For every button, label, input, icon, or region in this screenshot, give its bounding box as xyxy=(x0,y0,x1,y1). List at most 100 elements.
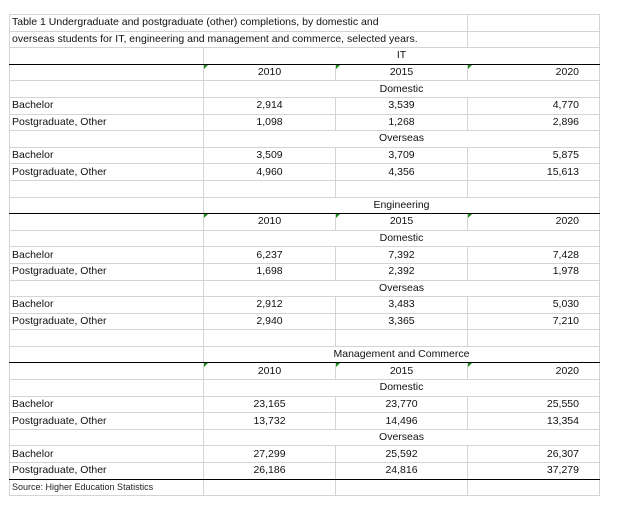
row-label[interactable]: Postgraduate, Other xyxy=(9,262,204,281)
value-cell[interactable]: 2,914 xyxy=(203,96,336,115)
value-cell[interactable]: 23,165 xyxy=(203,395,336,414)
cell[interactable] xyxy=(335,179,468,198)
value-cell[interactable]: 1,698 xyxy=(203,262,336,281)
group-header[interactable]: Domestic xyxy=(203,80,600,98)
cell[interactable] xyxy=(335,329,468,347)
row-label[interactable]: Bachelor xyxy=(9,445,204,464)
year-header[interactable]: 2010 xyxy=(203,213,336,231)
cell[interactable] xyxy=(467,329,600,347)
cell[interactable] xyxy=(9,47,204,65)
cell[interactable] xyxy=(467,179,600,198)
value-cell[interactable]: 15,613 xyxy=(467,163,600,181)
error-indicator-icon xyxy=(204,214,208,219)
year-header[interactable]: 2015 xyxy=(335,362,468,381)
row-label[interactable]: Postgraduate, Other xyxy=(9,412,204,430)
value-cell[interactable]: 13,732 xyxy=(203,412,336,430)
value-cell[interactable]: 1,098 xyxy=(203,113,336,132)
value-cell[interactable]: 1,978 xyxy=(467,262,600,281)
cell[interactable] xyxy=(9,428,204,447)
row-label[interactable]: Postgraduate, Other xyxy=(9,462,204,480)
section-header[interactable]: IT xyxy=(203,47,600,65)
cell[interactable] xyxy=(9,63,204,82)
group-header-row: Domestic xyxy=(9,229,600,248)
group-header[interactable]: Overseas xyxy=(203,428,600,447)
year-header[interactable]: 2020 xyxy=(467,213,600,231)
value-cell[interactable]: 2,912 xyxy=(203,296,336,314)
cell[interactable] xyxy=(9,329,204,347)
cell[interactable] xyxy=(335,478,468,497)
year-header[interactable]: 2015 xyxy=(335,63,468,82)
value-cell[interactable]: 2,940 xyxy=(203,312,336,331)
value-cell[interactable]: 6,237 xyxy=(203,246,336,264)
value-cell[interactable]: 5,875 xyxy=(467,146,600,165)
row-label[interactable]: Postgraduate, Other xyxy=(9,312,204,331)
cell[interactable] xyxy=(9,179,204,198)
cell[interactable] xyxy=(9,80,204,98)
row-label[interactable]: Bachelor xyxy=(9,246,204,264)
cell[interactable] xyxy=(9,345,204,364)
value-cell[interactable]: 25,550 xyxy=(467,395,600,414)
value-cell[interactable]: 14,496 xyxy=(335,412,468,430)
year-header[interactable]: 2020 xyxy=(467,362,600,381)
value-cell[interactable]: 24,816 xyxy=(335,462,468,480)
cell[interactable] xyxy=(9,196,204,215)
year-header[interactable]: 2015 xyxy=(335,213,468,231)
value-cell[interactable]: 3,365 xyxy=(335,312,468,331)
error-indicator-icon xyxy=(468,64,472,69)
row-label[interactable]: Postgraduate, Other xyxy=(9,163,204,181)
value-cell[interactable]: 23,770 xyxy=(335,395,468,414)
section-header-row: Engineering xyxy=(9,196,600,215)
group-header[interactable]: Overseas xyxy=(203,279,600,298)
cell[interactable] xyxy=(9,229,204,248)
group-header-row: Domestic xyxy=(9,379,600,397)
group-header[interactable]: Domestic xyxy=(203,379,600,397)
table-row: Bachelor 3,509 3,709 5,875 xyxy=(9,146,600,165)
table-title-line-2[interactable]: overseas students for IT, engineering an… xyxy=(9,30,468,49)
value-cell[interactable]: 7,392 xyxy=(335,246,468,264)
cell[interactable] xyxy=(9,379,204,397)
value-cell[interactable]: 7,428 xyxy=(467,246,600,264)
year-header[interactable]: 2020 xyxy=(467,63,600,82)
table-title-line-1[interactable]: Table 1 Undergraduate and postgraduate (… xyxy=(9,14,468,32)
row-label[interactable]: Postgraduate, Other xyxy=(9,113,204,132)
cell[interactable] xyxy=(9,362,204,381)
cell[interactable] xyxy=(467,14,600,32)
value-cell[interactable]: 4,960 xyxy=(203,163,336,181)
cell[interactable] xyxy=(9,130,204,148)
value-cell[interactable]: 26,307 xyxy=(467,445,600,464)
group-header[interactable]: Overseas xyxy=(203,130,600,148)
value-cell[interactable]: 4,770 xyxy=(467,96,600,115)
value-cell[interactable]: 4,356 xyxy=(335,163,468,181)
cell[interactable] xyxy=(203,329,336,347)
row-label[interactable]: Bachelor xyxy=(9,146,204,165)
cell[interactable] xyxy=(467,30,600,49)
cell[interactable] xyxy=(203,478,336,497)
value-cell[interactable]: 3,709 xyxy=(335,146,468,165)
value-cell[interactable]: 5,030 xyxy=(467,296,600,314)
year-header[interactable]: 2010 xyxy=(203,362,336,381)
source-note[interactable]: Source: Higher Education Statistics xyxy=(9,478,204,497)
row-label[interactable]: Bachelor xyxy=(9,96,204,115)
section-header[interactable]: Management and Commerce xyxy=(203,345,600,364)
value-cell[interactable]: 3,509 xyxy=(203,146,336,165)
value-cell[interactable]: 3,483 xyxy=(335,296,468,314)
value-cell[interactable]: 2,896 xyxy=(467,113,600,132)
row-label[interactable]: Bachelor xyxy=(9,296,204,314)
value-cell[interactable]: 27,299 xyxy=(203,445,336,464)
value-cell[interactable]: 3,539 xyxy=(335,96,468,115)
year-header[interactable]: 2010 xyxy=(203,63,336,82)
group-header[interactable]: Domestic xyxy=(203,229,600,248)
value-cell[interactable]: 7,210 xyxy=(467,312,600,331)
value-cell[interactable]: 13,354 xyxy=(467,412,600,430)
value-cell[interactable]: 37,279 xyxy=(467,462,600,480)
section-header[interactable]: Engineering xyxy=(203,196,600,215)
value-cell[interactable]: 1,268 xyxy=(335,113,468,132)
cell[interactable] xyxy=(9,279,204,298)
value-cell[interactable]: 2,392 xyxy=(335,262,468,281)
value-cell[interactable]: 25,592 xyxy=(335,445,468,464)
value-cell[interactable]: 26,186 xyxy=(203,462,336,480)
cell[interactable] xyxy=(467,478,600,497)
cell[interactable] xyxy=(203,179,336,198)
row-label[interactable]: Bachelor xyxy=(9,395,204,414)
cell[interactable] xyxy=(9,213,204,231)
